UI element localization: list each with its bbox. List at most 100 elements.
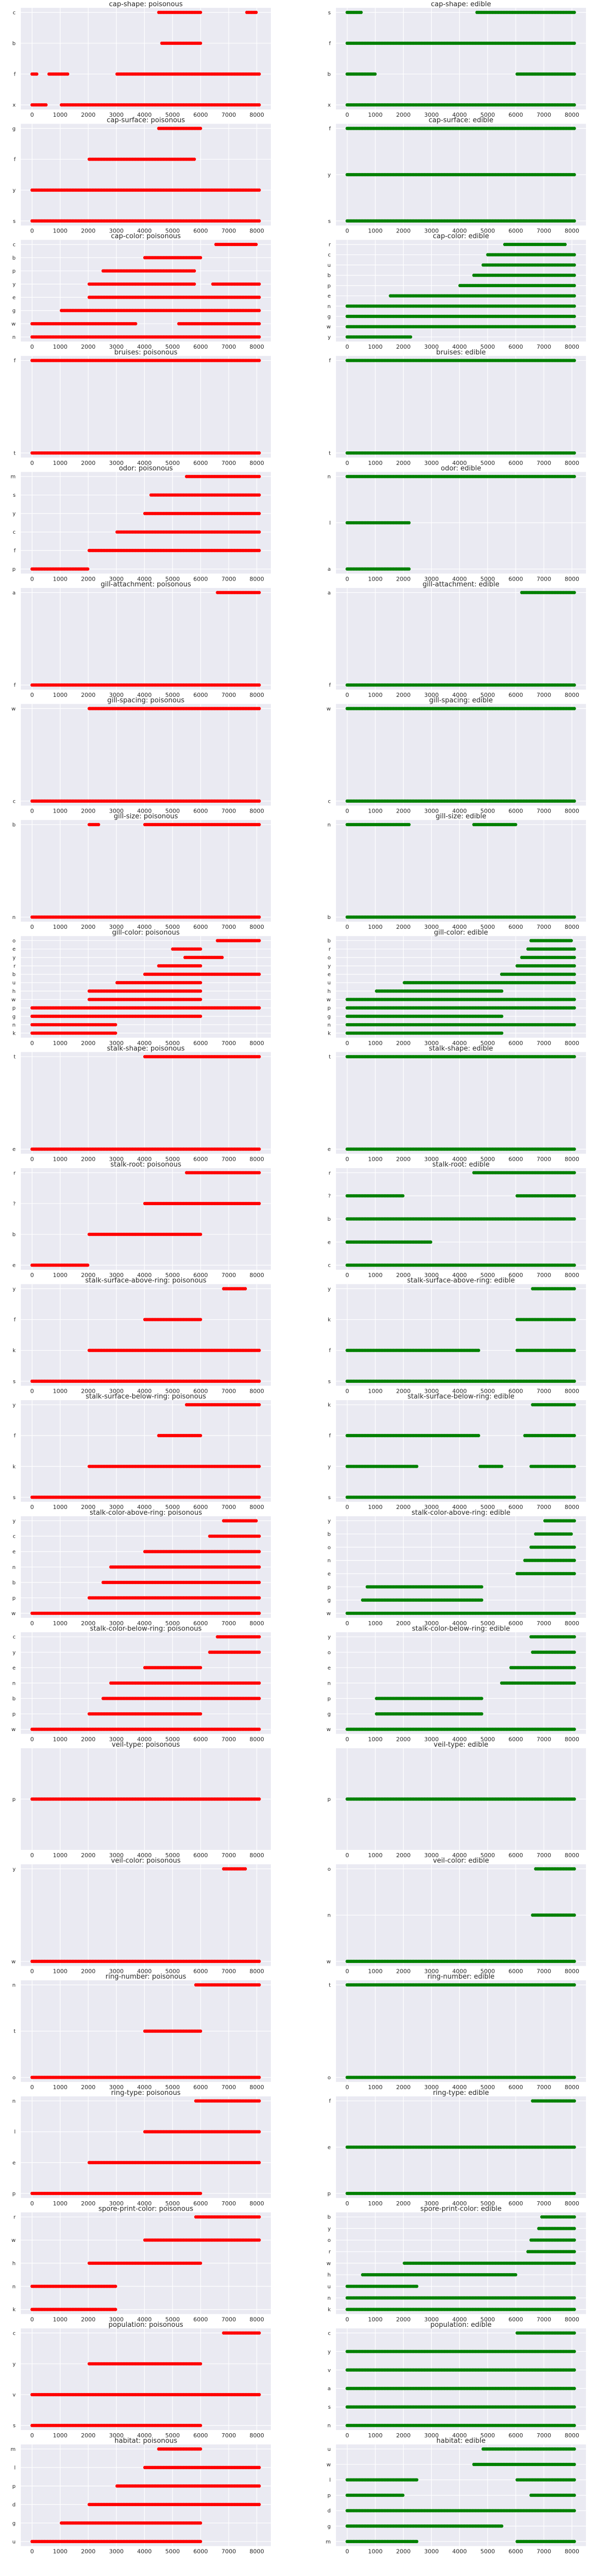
data-point bbox=[572, 359, 576, 362]
panel-title: odor: poisonous bbox=[119, 464, 173, 472]
data-point bbox=[407, 567, 410, 570]
x-tick-label: 0 bbox=[30, 692, 34, 698]
plot-area bbox=[21, 356, 271, 458]
y-tick-label: c bbox=[328, 252, 331, 258]
data-point bbox=[572, 72, 576, 76]
data-point bbox=[572, 274, 576, 277]
x-tick-label: 1000 bbox=[368, 228, 383, 235]
y-tick-label: p bbox=[13, 268, 16, 274]
data-point bbox=[572, 325, 576, 328]
x-tick-label: 1000 bbox=[53, 344, 68, 350]
data-point bbox=[193, 283, 196, 286]
y-tick-label: f bbox=[329, 41, 331, 46]
y-tick-label: p bbox=[13, 567, 16, 572]
data-point bbox=[572, 294, 576, 297]
x-tick-label: 1000 bbox=[368, 692, 383, 698]
y-tick-label: s bbox=[13, 218, 16, 224]
data-point bbox=[257, 103, 260, 106]
y-tick-label: f bbox=[14, 358, 16, 364]
data-point bbox=[407, 521, 410, 524]
data-point bbox=[373, 72, 377, 76]
data-point bbox=[257, 335, 260, 338]
x-tick-label: 8000 bbox=[565, 112, 579, 118]
x-tick-label: 0 bbox=[345, 344, 349, 350]
y-tick-label: e bbox=[328, 293, 331, 299]
data-point bbox=[257, 72, 260, 76]
panel-title: cap-color: edible bbox=[433, 232, 489, 240]
data-point bbox=[35, 72, 38, 76]
data-point bbox=[257, 359, 260, 362]
data-point bbox=[134, 322, 137, 325]
y-tick-label: b bbox=[328, 72, 331, 78]
panel-gill-attachment-edible: gill-attachment: edible0 1000 2000 3000 4000… bbox=[328, 581, 586, 698]
x-tick-label: 2000 bbox=[396, 460, 410, 467]
y-tick-label: e bbox=[13, 295, 16, 301]
plot-area bbox=[21, 588, 271, 690]
y-tick-label: n bbox=[328, 304, 331, 310]
x-tick-label: 1000 bbox=[368, 575, 383, 582]
x-tick-label: 1000 bbox=[368, 344, 383, 350]
x-tick-label: 3000 bbox=[424, 460, 439, 467]
data-point bbox=[44, 103, 47, 106]
y-tick-label: a bbox=[13, 590, 16, 596]
plot-area bbox=[21, 472, 271, 573]
plot-area bbox=[336, 356, 586, 458]
x-tick-label: 2000 bbox=[81, 692, 95, 698]
data-point bbox=[199, 42, 202, 45]
y-tick-label: y bbox=[13, 511, 16, 517]
x-tick-label: 0 bbox=[30, 228, 34, 235]
y-tick-label: g bbox=[13, 126, 16, 132]
x-tick-label: 7000 bbox=[221, 344, 236, 350]
data-point bbox=[257, 530, 260, 533]
data-point bbox=[572, 451, 576, 455]
y-tick-label: t bbox=[329, 451, 331, 457]
x-tick-label: 8000 bbox=[249, 344, 264, 350]
y-tick-label: s bbox=[328, 218, 331, 224]
x-tick-label: 8000 bbox=[249, 692, 264, 698]
data-point bbox=[257, 683, 260, 686]
data-point bbox=[572, 475, 576, 478]
x-tick-label: 2000 bbox=[81, 228, 95, 235]
x-tick-label: 6000 bbox=[193, 112, 208, 118]
x-tick-label: 6000 bbox=[508, 112, 523, 118]
y-tick-label: f bbox=[14, 157, 16, 163]
x-tick-label: 1000 bbox=[53, 692, 68, 698]
data-point bbox=[409, 335, 412, 338]
x-tick-label: 8000 bbox=[249, 228, 264, 235]
panel-title: cap-shape: poisonous bbox=[109, 1, 183, 8]
x-tick-label: 2000 bbox=[396, 228, 410, 235]
y-tick-label: b bbox=[328, 273, 331, 279]
x-tick-label: 8000 bbox=[565, 228, 579, 235]
panel-title: bruises: poisonous bbox=[114, 349, 177, 357]
data-point bbox=[257, 493, 260, 496]
y-tick-label: c bbox=[13, 242, 16, 248]
x-tick-label: 1000 bbox=[53, 112, 68, 118]
data-point bbox=[86, 567, 89, 570]
x-tick-label: 2000 bbox=[81, 460, 95, 467]
x-tick-label: 8000 bbox=[565, 575, 579, 582]
data-point bbox=[257, 475, 260, 478]
data-point bbox=[257, 451, 260, 455]
y-tick-label: b bbox=[13, 255, 16, 261]
x-tick-label: 0 bbox=[345, 460, 349, 467]
y-tick-label: y bbox=[13, 188, 16, 193]
x-tick-label: 6000 bbox=[508, 575, 523, 582]
x-tick-label: 0 bbox=[345, 228, 349, 235]
y-tick-label: t bbox=[14, 451, 16, 457]
x-tick-label: 1000 bbox=[368, 112, 383, 118]
y-tick-label: p bbox=[328, 283, 331, 289]
x-tick-label: 2000 bbox=[396, 112, 410, 118]
x-tick-label: 0 bbox=[30, 575, 34, 582]
plot-area bbox=[21, 240, 271, 341]
panel-odor-edible: odor: edible0 1000 2000 3000 4000 5000 6000 700… bbox=[328, 464, 586, 582]
data-point bbox=[199, 256, 202, 259]
x-tick-label: 6000 bbox=[193, 344, 208, 350]
panel-title: cap-surface: edible bbox=[429, 117, 493, 125]
x-tick-label: 6000 bbox=[193, 228, 208, 235]
